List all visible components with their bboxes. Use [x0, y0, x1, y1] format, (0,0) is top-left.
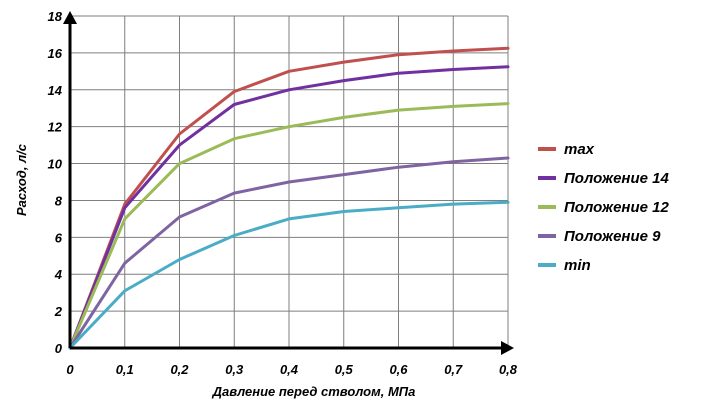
y-tick-label: 2 [54, 304, 63, 319]
y-tick-label: 12 [48, 120, 63, 135]
x-tick-label: 0 [66, 362, 74, 377]
x-tick-label: 0,1 [116, 362, 134, 377]
series-line-3 [68, 156, 510, 350]
series-line-0 [68, 46, 510, 350]
x-tick-label: 0,4 [280, 362, 299, 377]
legend-label-4: min [564, 257, 591, 274]
x-tick-label: 0,8 [499, 362, 518, 377]
series-line-2 [68, 102, 510, 350]
legend-label-2: Положение 12 [564, 199, 670, 216]
x-tick-label: 0,5 [335, 362, 354, 377]
x-tick-label: 0,3 [225, 362, 244, 377]
series-line-1 [68, 65, 510, 350]
y-tick-label: 14 [48, 83, 63, 98]
y-tick-label: 16 [48, 46, 63, 61]
legend-label-1: Положение 14 [564, 170, 670, 187]
y-axis-arrow [63, 11, 77, 24]
y-tick-label: 6 [55, 230, 63, 245]
x-axis-arrow [501, 341, 514, 355]
x-tick-label: 0,7 [444, 362, 463, 377]
y-axis-title: Расход, л/с [14, 143, 29, 216]
axes [63, 11, 514, 355]
x-axis-title: Давление перед стволом, МПа [212, 384, 416, 399]
y-tick-label: 8 [55, 193, 63, 208]
legend: max Положение 14 Положение 12 Положение 9 mi… [538, 141, 670, 274]
legend-label-0: max [564, 141, 595, 158]
x-tick-label: 0,2 [170, 362, 189, 377]
y-tick-label: 10 [48, 157, 63, 172]
y-tick-label: 0 [55, 341, 63, 356]
y-tick-label: 18 [48, 9, 63, 24]
x-tick-label: 0,6 [389, 362, 408, 377]
y-tick-label: 4 [54, 267, 63, 282]
legend-label-3: Положение 9 [564, 228, 661, 245]
series-lines [68, 46, 510, 350]
series-line-4 [68, 200, 510, 350]
tick-labels: 0 2 4 6 8 10 12 14 16 18 0 0,1 0,2 0,3 0,4 0,5 0,6 0,7 0,8 [48, 9, 518, 377]
